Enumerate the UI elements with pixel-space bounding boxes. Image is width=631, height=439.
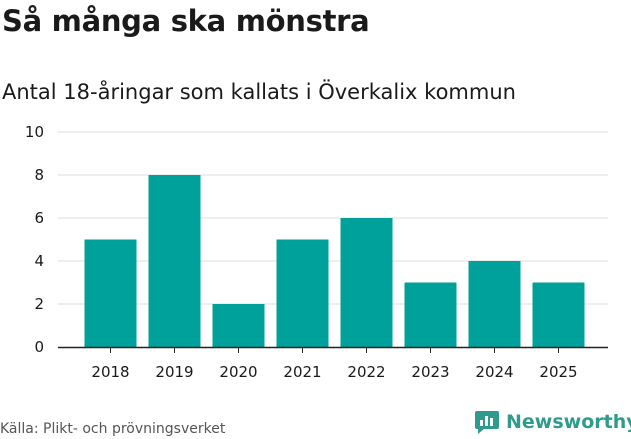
y-tick-label: 10 <box>25 123 44 141</box>
brand-logo: Newsworthy <box>474 409 631 435</box>
x-tick-label: 2018 <box>91 363 129 381</box>
bar-2022 <box>340 218 393 347</box>
newsworthy-logo-icon <box>475 411 499 434</box>
chart-subtitle: Antal 18-åringar som kallats i Överkalix… <box>2 80 516 104</box>
gridlines <box>58 131 608 305</box>
x-tick-label: 2022 <box>347 363 385 381</box>
bar-2021 <box>276 239 329 347</box>
y-tick-label: 4 <box>34 252 44 270</box>
source-note: Källa: Plikt- och prövningsverket <box>0 421 226 437</box>
bar-2018 <box>84 239 137 347</box>
bars <box>84 175 585 347</box>
x-axis <box>58 346 608 353</box>
bar-2019 <box>148 175 201 347</box>
chart-title: Så många ska mönstra <box>2 4 370 38</box>
brand-name: Newsworthy <box>506 411 631 433</box>
x-tick-label: 2021 <box>283 363 321 381</box>
y-tick-labels: 0 2 4 6 8 10 <box>25 123 44 356</box>
bar-2024 <box>468 261 521 347</box>
bar-2020 <box>212 304 265 347</box>
x-tick-label: 2023 <box>411 363 449 381</box>
bar-chart: 0 2 4 6 8 10 2018 2019 2020 2021 2022 2023 2024 2025 <box>25 123 608 381</box>
y-tick-label: 0 <box>34 338 44 356</box>
x-tick-label: 2024 <box>475 363 513 381</box>
x-tick-label: 2025 <box>539 363 577 381</box>
x-tick-label: 2020 <box>219 363 257 381</box>
y-tick-label: 2 <box>34 295 44 313</box>
x-tick-label: 2019 <box>155 363 193 381</box>
x-tick-labels: 2018 2019 2020 2021 2022 2023 2024 2025 <box>91 363 577 381</box>
y-tick-label: 8 <box>34 166 44 184</box>
y-tick-label: 6 <box>34 209 44 227</box>
bar-2025 <box>532 282 585 347</box>
bar-2023 <box>404 282 457 347</box>
